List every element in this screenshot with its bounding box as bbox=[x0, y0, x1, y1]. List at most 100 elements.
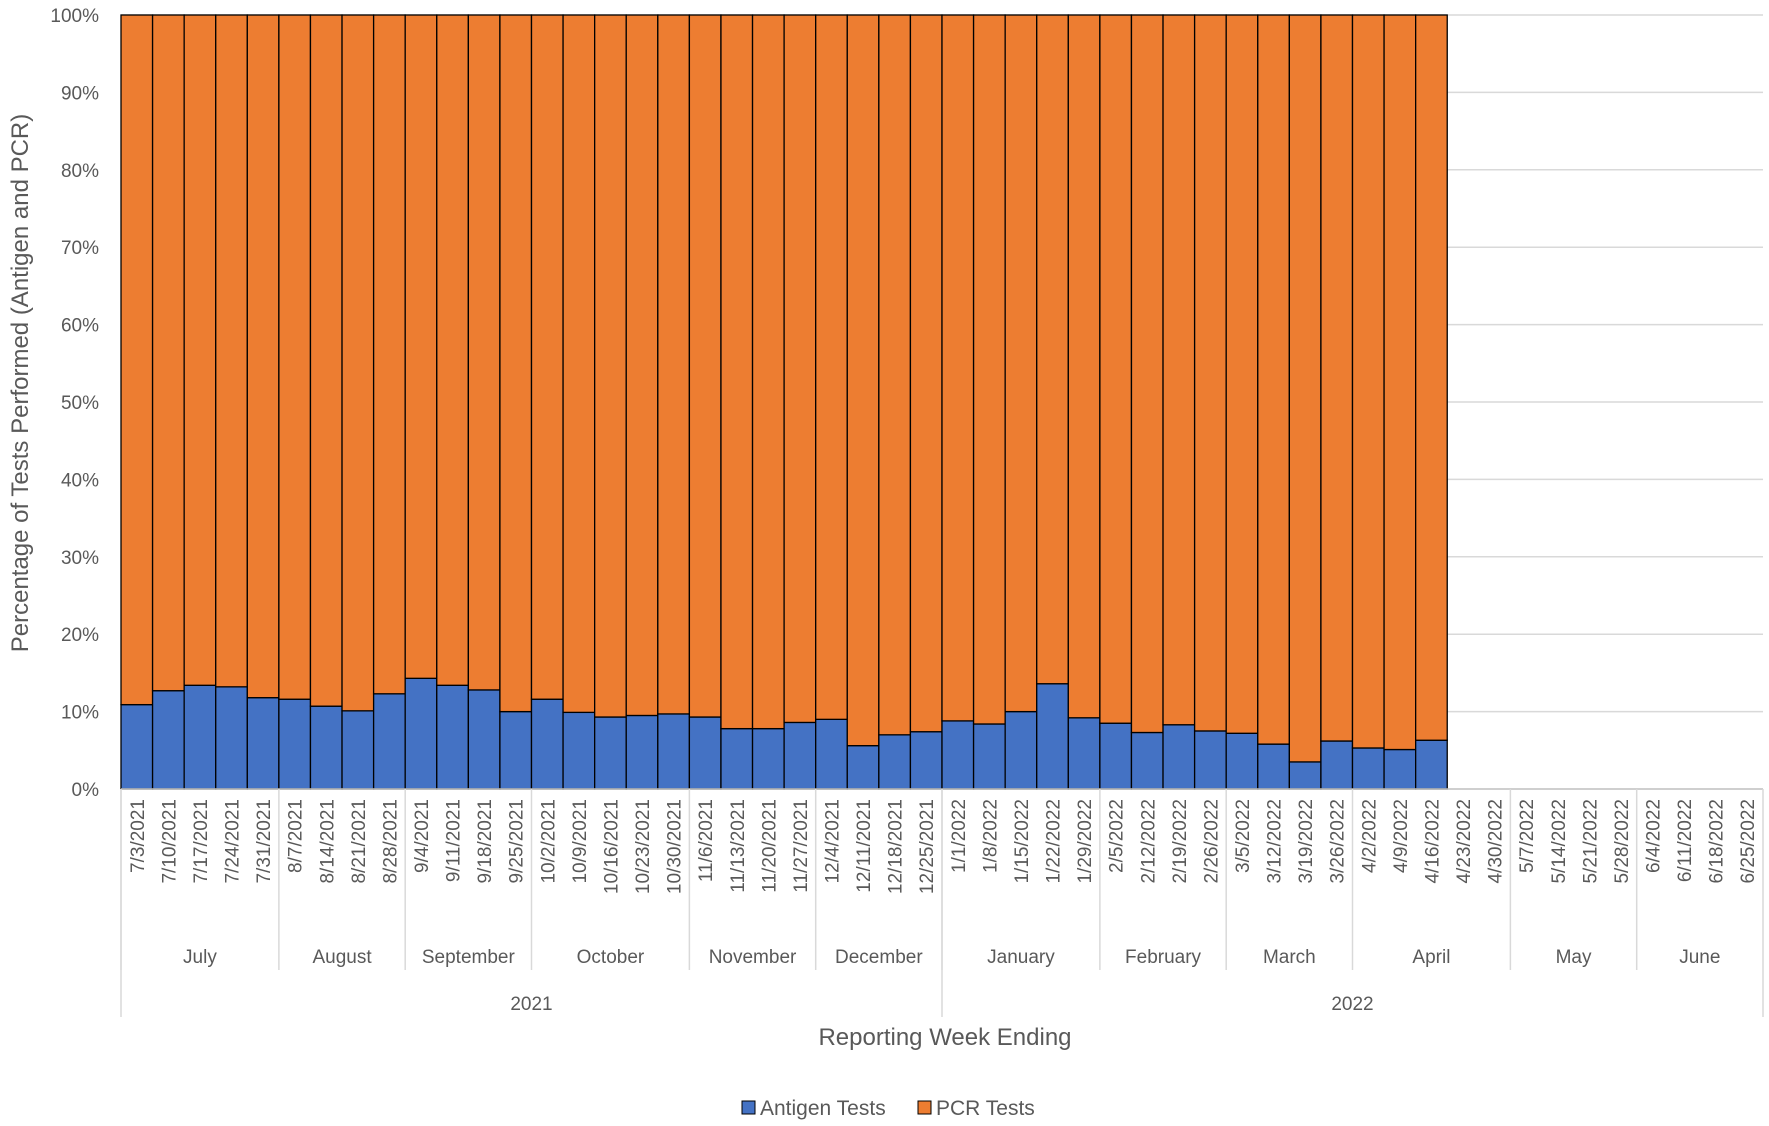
month-label: September bbox=[422, 947, 516, 968]
bar-antigen bbox=[404, 677, 438, 790]
bar-antigen bbox=[215, 686, 248, 790]
x-tick-label: 1/1/2022 bbox=[949, 799, 970, 873]
x-tick-label: 10/2/2021 bbox=[538, 799, 559, 884]
bar-pcr bbox=[688, 14, 722, 718]
bar-pcr bbox=[1130, 14, 1164, 734]
x-tick-label: 2/26/2022 bbox=[1201, 799, 1222, 884]
bar-pcr bbox=[1288, 14, 1322, 763]
month-label: November bbox=[709, 947, 797, 968]
x-tick-label: 3/19/2022 bbox=[1296, 799, 1317, 884]
bar-pcr bbox=[1162, 14, 1196, 726]
x-tick-label: 6/25/2022 bbox=[1738, 799, 1759, 884]
bar-pcr bbox=[436, 14, 469, 686]
bar-antigen bbox=[941, 720, 975, 790]
bar-antigen bbox=[1162, 724, 1196, 790]
x-tick-label: 11/27/2021 bbox=[791, 799, 812, 893]
bar-pcr bbox=[183, 14, 217, 686]
month-label: June bbox=[1679, 947, 1720, 968]
bar-pcr bbox=[878, 14, 912, 736]
month-label: May bbox=[1556, 947, 1592, 968]
bar-pcr bbox=[120, 14, 154, 706]
bar-pcr bbox=[562, 14, 596, 714]
bar-antigen bbox=[1415, 739, 1448, 790]
bar-pcr bbox=[404, 14, 438, 679]
bar-pcr bbox=[972, 14, 1006, 725]
x-tick-label: 9/11/2021 bbox=[444, 799, 465, 882]
bar-pcr bbox=[278, 14, 312, 700]
x-tick-label: 4/9/2022 bbox=[1391, 799, 1412, 873]
x-tick-label: 10/23/2021 bbox=[633, 799, 654, 894]
bars bbox=[120, 14, 1448, 790]
bar-antigen bbox=[783, 721, 817, 790]
x-tick-label: 8/28/2021 bbox=[380, 799, 401, 884]
bar-pcr bbox=[751, 14, 785, 730]
x-tick-label: 7/17/2021 bbox=[191, 799, 212, 884]
bar-pcr bbox=[530, 14, 564, 700]
y-tick-label: 90% bbox=[61, 83, 99, 104]
x-tick-label: 8/21/2021 bbox=[349, 799, 370, 884]
legend-label: Antigen Tests bbox=[760, 1097, 886, 1120]
bar-pcr bbox=[1225, 14, 1259, 734]
bar-antigen bbox=[309, 705, 343, 790]
legend: Antigen Tests PCR Tests bbox=[741, 1097, 1035, 1120]
y-tick-label: 80% bbox=[61, 161, 99, 182]
month-label: January bbox=[987, 947, 1055, 968]
x-tick-label: 2/19/2022 bbox=[1170, 799, 1191, 884]
bar-antigen bbox=[1383, 748, 1417, 790]
x-tick-label: 1/15/2022 bbox=[1012, 799, 1033, 884]
year-label: 2021 bbox=[510, 994, 552, 1015]
x-tick-label: 3/5/2022 bbox=[1233, 799, 1254, 873]
x-tick-label: 8/7/2021 bbox=[286, 799, 307, 873]
x-tick-label: 1/22/2022 bbox=[1044, 799, 1065, 884]
bar-antigen bbox=[436, 684, 469, 790]
bar-antigen bbox=[499, 710, 533, 790]
bar-antigen bbox=[972, 723, 1006, 790]
year-label: 2022 bbox=[1331, 994, 1373, 1015]
x-tick-label: 7/10/2021 bbox=[159, 799, 180, 884]
bar-pcr bbox=[941, 14, 975, 722]
y-tick-label: 0% bbox=[72, 780, 100, 801]
x-tick-label: 8/14/2021 bbox=[317, 799, 338, 884]
bar-antigen bbox=[1036, 683, 1069, 790]
bar-antigen bbox=[1225, 732, 1259, 790]
x-tick-label: 4/23/2022 bbox=[1454, 799, 1475, 884]
bar-pcr bbox=[341, 14, 375, 712]
bar-pcr bbox=[1320, 14, 1354, 742]
x-axis-title: Reporting Week Ending bbox=[818, 1024, 1071, 1051]
bar-pcr bbox=[215, 14, 248, 688]
bar-pcr bbox=[846, 14, 880, 747]
bar-antigen bbox=[562, 711, 596, 790]
bar-pcr bbox=[594, 14, 627, 718]
bar-antigen bbox=[657, 713, 691, 790]
x-tick-label: 12/25/2021 bbox=[917, 799, 938, 894]
legend-swatch-antigen bbox=[741, 1100, 756, 1115]
x-tick-label: 5/7/2022 bbox=[1517, 799, 1538, 873]
x-tick-label: 9/25/2021 bbox=[507, 799, 528, 884]
bar-antigen bbox=[625, 714, 659, 790]
bar-pcr bbox=[309, 14, 343, 707]
bar-pcr bbox=[1383, 14, 1417, 751]
y-tick-label: 70% bbox=[61, 238, 99, 259]
bar-antigen bbox=[1288, 761, 1322, 790]
bar-antigen bbox=[1351, 747, 1385, 790]
x-tick-label: 3/26/2022 bbox=[1328, 799, 1349, 884]
bar-antigen bbox=[467, 689, 501, 790]
x-tick-label: 7/31/2021 bbox=[254, 799, 275, 884]
x-tick-label: 9/4/2021 bbox=[412, 799, 433, 873]
bar-antigen bbox=[530, 698, 564, 790]
x-tick-label: 12/11/2021 bbox=[854, 799, 875, 893]
month-label: July bbox=[183, 947, 217, 968]
bar-pcr bbox=[783, 14, 817, 724]
y-axis: 0% 10% 20% 30% 40% 50% 60% 70% 80% 90% 100% bbox=[50, 6, 99, 801]
bar-pcr bbox=[1067, 14, 1101, 719]
x-axis: 7/3/2021 7/10/2021 7/17/2021 7/24/2021 7/31/… bbox=[120, 788, 1764, 1017]
bar-antigen bbox=[1130, 731, 1164, 790]
bar-antigen bbox=[909, 731, 943, 790]
bar-pcr bbox=[499, 14, 533, 713]
bar-antigen bbox=[751, 727, 785, 790]
x-tick-label: 11/20/2021 bbox=[759, 799, 780, 893]
bar-antigen bbox=[1193, 730, 1227, 790]
bar-antigen bbox=[688, 716, 722, 790]
y-tick-label: 20% bbox=[61, 625, 99, 646]
